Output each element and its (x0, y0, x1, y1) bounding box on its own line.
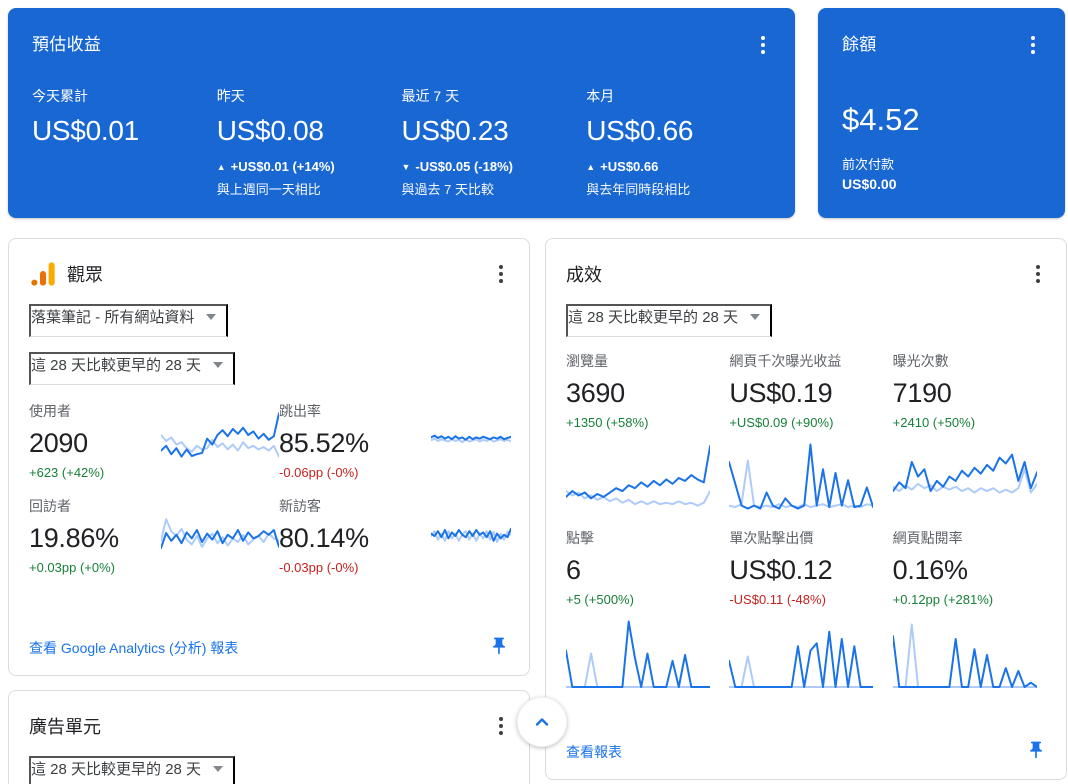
page-rpm-sparkline (729, 438, 873, 518)
kebab-menu-icon[interactable] (1030, 259, 1046, 289)
earnings-delta: ▲ +US$0.01 (+14%) (216, 159, 335, 174)
previous-payment-label: 前次付款 (842, 157, 895, 172)
new-visitors-sparkline (431, 503, 511, 569)
earnings-value: US$0.08 (216, 115, 324, 146)
google-analytics-icon (31, 262, 55, 286)
performance-title: 成效 (566, 265, 602, 285)
ad-units-title: 廣告單元 (29, 717, 101, 737)
chevron-up-icon (535, 718, 549, 726)
earnings-last-7-days: 最近 7 天 US$0.23 ▼ -US$0.05 (-18%) 與過去 7 天比… (402, 86, 587, 198)
earnings-period-label: 本月 (586, 88, 615, 104)
chevron-down-icon (213, 765, 224, 772)
chevron-down-icon (750, 313, 761, 320)
view-analytics-report-link[interactable]: 查看 Google Analytics (分析) 報表 (29, 639, 239, 656)
audience-card: 觀眾 落葉筆記 - 所有網站資料 這 28 天比較更早的 28 天 使用者 20… (8, 238, 530, 676)
returning-visitors-sparkline (161, 503, 279, 569)
balance-value: $4.52 (842, 102, 920, 137)
estimated-earnings-card: 預估收益 今天累計 US$0.01 昨天 US$0.08 ▲ +US$0.01 (… (8, 8, 795, 218)
kebab-menu-icon[interactable] (493, 711, 509, 741)
earnings-value: US$0.23 (401, 115, 509, 146)
impressions-sparkline (893, 438, 1037, 518)
metric-returning-visitors: 回訪者 19.86% +0.03pp (+0%) (29, 498, 119, 575)
earnings-compare-note: 與上週同一天相比 (216, 182, 321, 197)
metric-pageviews: 瀏覽量 3690 +1350 (+58%) (566, 351, 719, 518)
metric-page-rpm: 網頁千次曝光收益 US$0.19 +US$0.09 (+90%) (729, 351, 882, 518)
earnings-period-label: 昨天 (216, 88, 245, 104)
bounce-rate-sparkline (431, 408, 511, 474)
balance-title: 餘額 (842, 35, 877, 54)
cpc-sparkline (729, 615, 873, 695)
date-range-selector[interactable]: 這 28 天比較更早的 28 天 (29, 756, 236, 784)
page-ctr-sparkline (893, 615, 1037, 695)
earnings-compare-note: 與去年同時段相比 (586, 182, 691, 197)
earnings-period-label: 最近 7 天 (401, 88, 460, 104)
earnings-delta: ▲ +US$0.66 (586, 159, 659, 174)
kebab-menu-icon[interactable] (1025, 30, 1041, 60)
earnings-yesterday: 昨天 US$0.08 ▲ +US$0.01 (+14%) 與上週同一天相比 (217, 86, 402, 198)
date-range-selector[interactable]: 這 28 天比較更早的 28 天 (29, 352, 236, 385)
pushpin-icon (1030, 741, 1042, 759)
audience-title: 觀眾 (67, 265, 103, 285)
audience-metrics-grid: 使用者 2090 +623 (+42%) 跳出率 85.52% -0.06pp … (29, 401, 509, 575)
analytics-property-selector[interactable]: 落葉筆記 - 所有網站資料 (29, 304, 229, 337)
metric-impressions: 曝光次數 7190 +2410 (+50%) (892, 351, 1046, 518)
date-range-selector[interactable]: 這 28 天比較更早的 28 天 (566, 304, 773, 337)
performance-card: 成效 這 28 天比較更早的 28 天 瀏覽量 3690 +1350 (+58%… (545, 238, 1067, 780)
chevron-down-icon (213, 361, 224, 368)
pin-card-button[interactable] (485, 632, 513, 663)
users-sparkline (161, 408, 279, 474)
kebab-menu-icon[interactable] (493, 259, 509, 289)
metric-bounce-rate: 跳出率 85.52% -0.06pp (-0%) (279, 403, 369, 480)
performance-metrics-grid: 瀏覽量 3690 +1350 (+58%) 網頁千次曝光收益 US$0.19 +… (566, 351, 1046, 695)
up-triangle-icon: ▲ (586, 162, 596, 172)
earnings-today: 今天累計 US$0.01 (32, 86, 217, 198)
estimated-earnings-title: 預估收益 (32, 35, 102, 54)
earnings-value: US$0.01 (32, 115, 139, 146)
metric-clicks: 點擊 6 +5 (+500%) (566, 528, 719, 695)
pushpin-icon (493, 637, 505, 655)
collapse-cards-button[interactable] (517, 697, 567, 747)
balance-card: 餘額 $4.52 前次付款 US$0.00 (818, 8, 1065, 218)
metric-cpc: 單次點擊出價 US$0.12 -US$0.11 (-48%) (729, 528, 882, 695)
pageviews-sparkline (566, 438, 710, 518)
metric-page-ctr: 網頁點閱率 0.16% +0.12pp (+281%) (892, 528, 1046, 695)
previous-payment-value: US$0.00 (842, 176, 897, 192)
view-reports-link[interactable]: 查看報表 (566, 743, 622, 760)
clicks-sparkline (566, 615, 710, 695)
earnings-columns: 今天累計 US$0.01 昨天 US$0.08 ▲ +US$0.01 (+14%)… (32, 86, 771, 198)
earnings-value: US$0.66 (586, 115, 694, 146)
chevron-down-icon (206, 313, 217, 320)
earnings-this-month: 本月 US$0.66 ▲ +US$0.66 與去年同時段相比 (586, 86, 771, 198)
earnings-period-label: 今天累計 (32, 88, 88, 104)
up-triangle-icon: ▲ (216, 162, 226, 172)
kebab-menu-icon[interactable] (755, 30, 771, 60)
metric-users: 使用者 2090 +623 (+42%) (29, 403, 105, 480)
ad-units-card: 廣告單元 這 28 天比較更早的 28 天 (8, 690, 530, 784)
down-triangle-icon: ▼ (401, 162, 411, 172)
metric-new-visitors: 新訪客 80.14% -0.03pp (-0%) (279, 498, 369, 575)
earnings-delta: ▼ -US$0.05 (-18%) (401, 159, 513, 174)
pin-card-button[interactable] (1022, 736, 1050, 767)
earnings-compare-note: 與過去 7 天比較 (401, 182, 494, 197)
